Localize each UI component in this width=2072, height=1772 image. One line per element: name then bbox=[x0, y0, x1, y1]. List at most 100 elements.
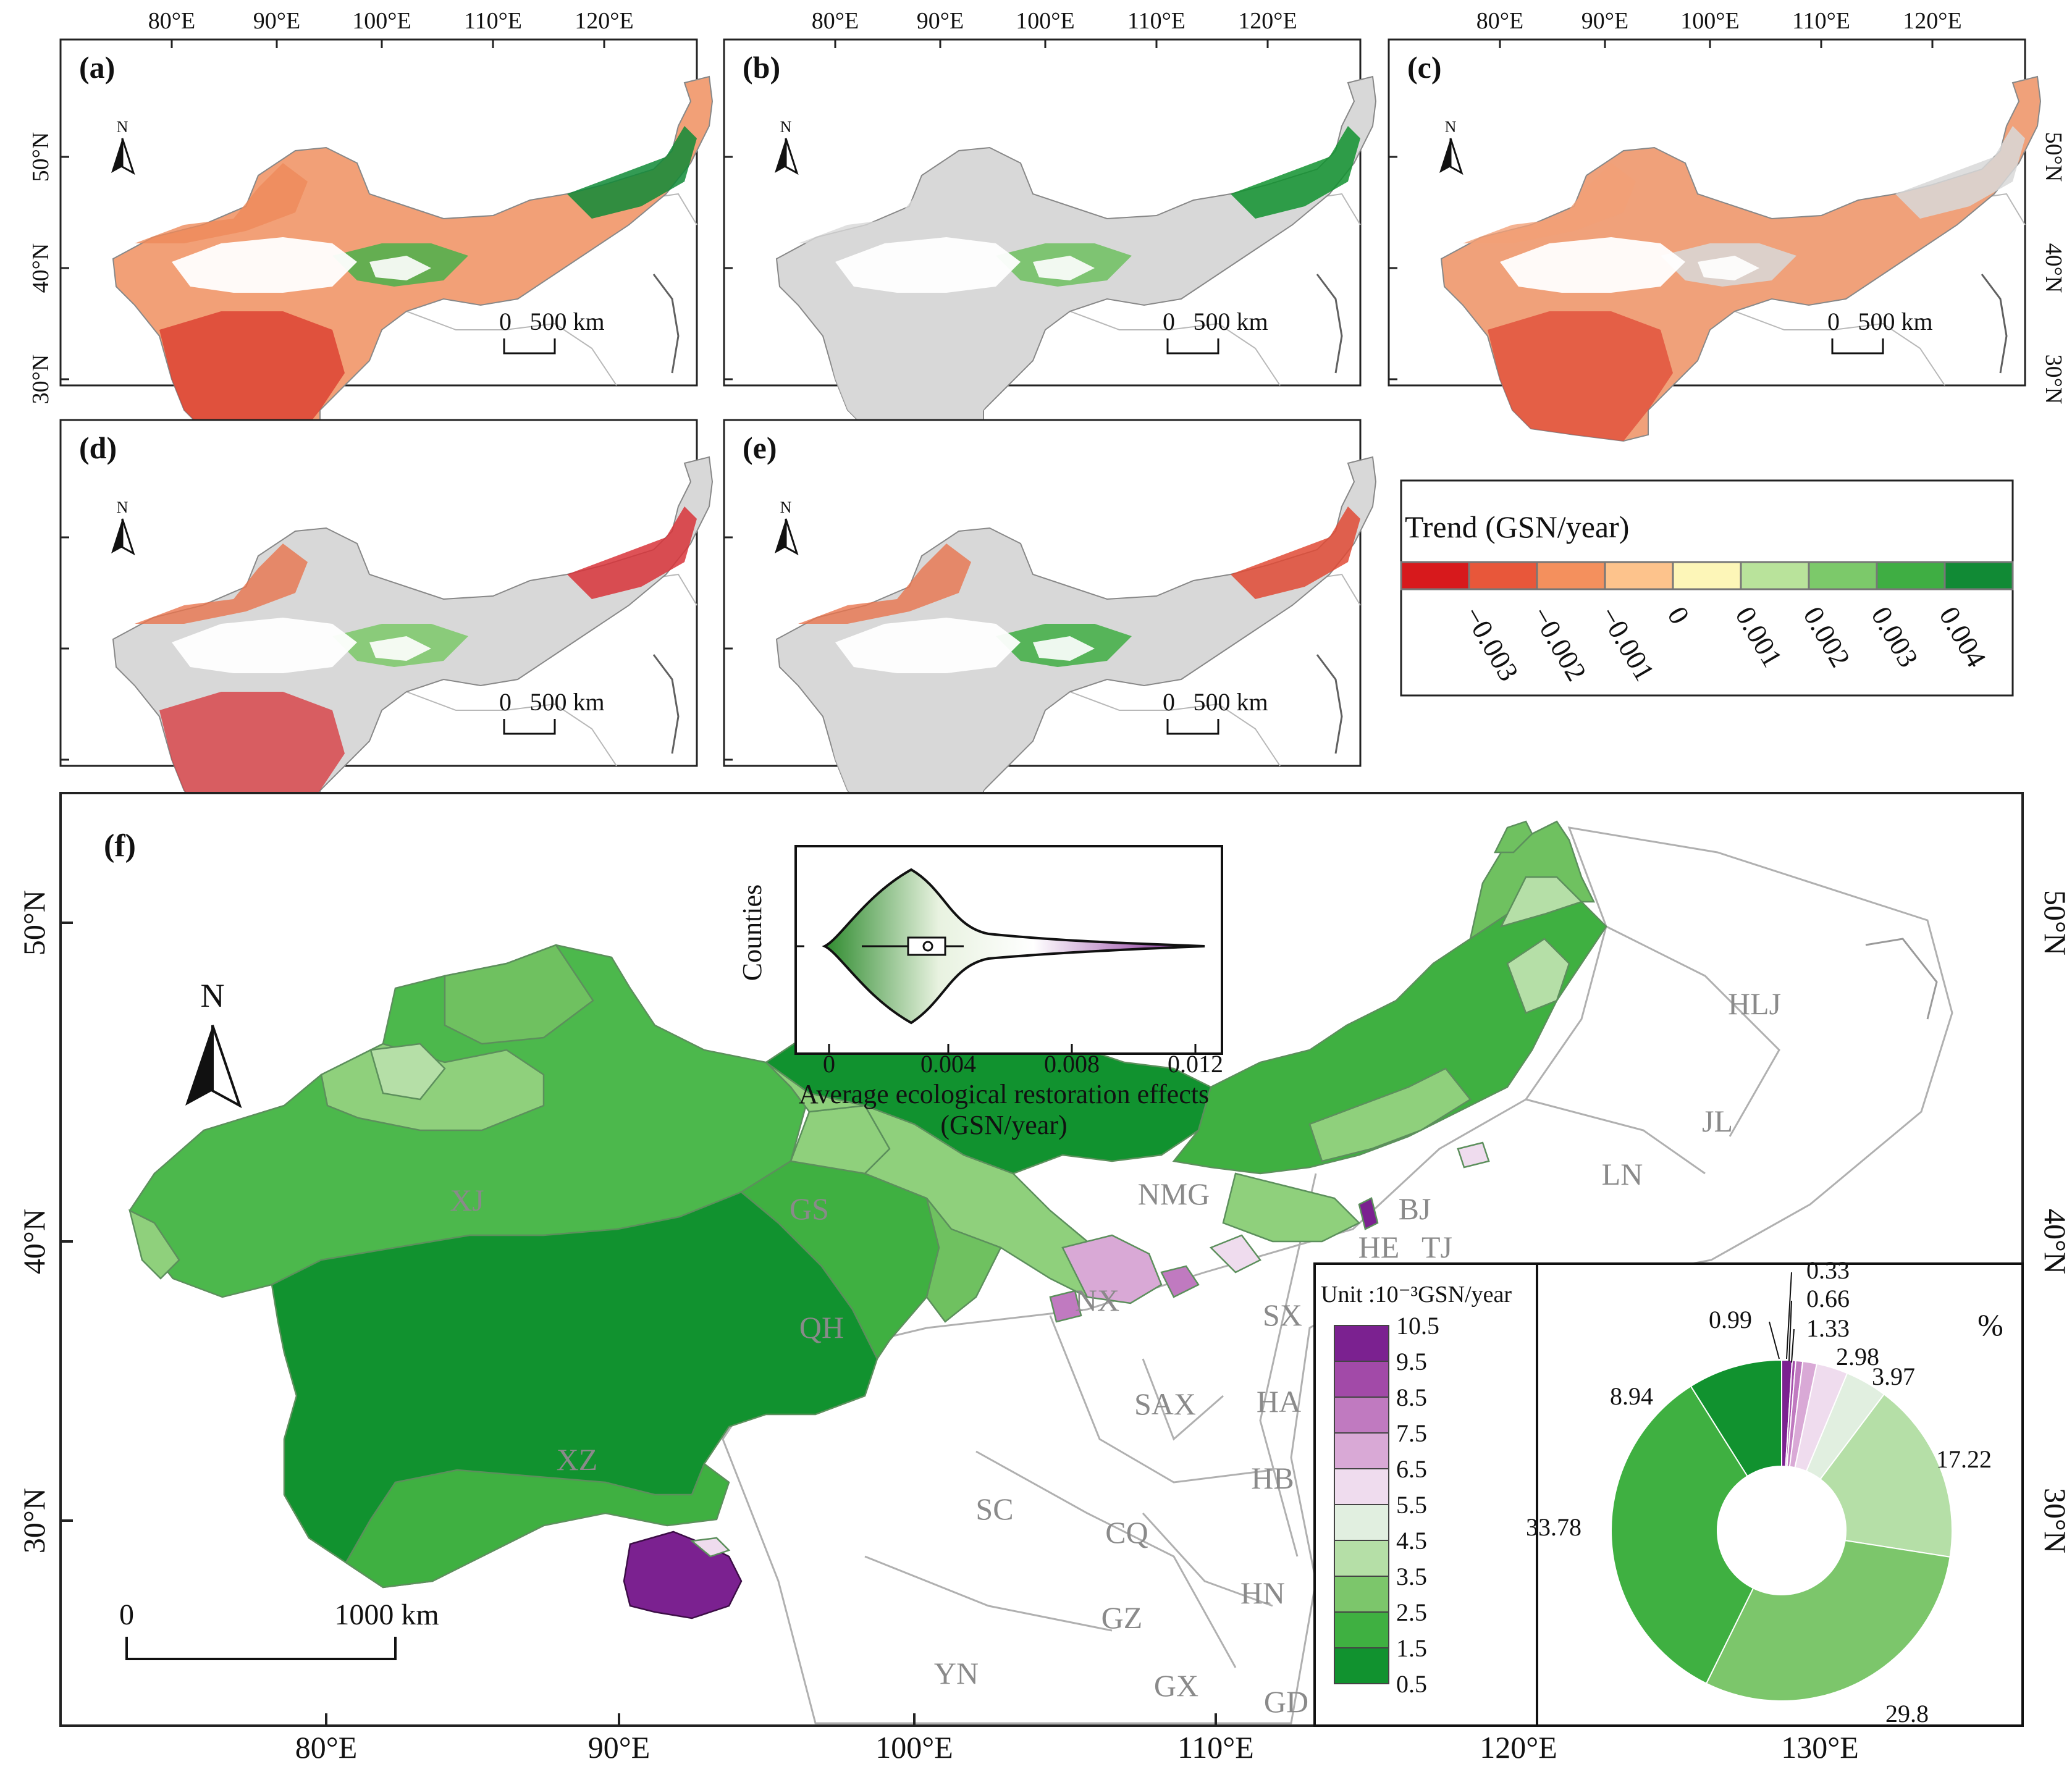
region-label-hn: HN bbox=[1240, 1576, 1285, 1610]
donut-value-label: 0.33 bbox=[1806, 1256, 1850, 1284]
lat-label-right: 30°N bbox=[2038, 1488, 2072, 1553]
desert-area bbox=[1698, 256, 1759, 280]
lon-label: 90°E bbox=[1581, 8, 1628, 34]
province-outline bbox=[1069, 311, 1281, 386]
scale-bar: 0 500 km bbox=[1163, 688, 1268, 735]
lon-label: 120°E bbox=[575, 8, 633, 34]
svg-text:500 km: 500 km bbox=[1193, 308, 1268, 335]
scale-bar: 0 500 km bbox=[1163, 308, 1268, 355]
svg-text:N: N bbox=[1445, 118, 1457, 136]
lat-label-left: 50°N bbox=[17, 890, 51, 955]
lon-label: 120°E bbox=[1238, 8, 1297, 34]
lat-label-right: 50°N bbox=[2038, 890, 2072, 955]
lon-label: 90°E bbox=[253, 8, 300, 34]
scale-bar: 0 500 km bbox=[499, 308, 605, 355]
class-swatch bbox=[1334, 1647, 1389, 1684]
class-label: 3.5 bbox=[1396, 1563, 1427, 1590]
region-label-bj: BJ bbox=[1399, 1191, 1431, 1226]
trend-patch-west bbox=[798, 544, 971, 624]
class-swatch bbox=[1334, 1504, 1389, 1541]
class-label: 6.5 bbox=[1396, 1455, 1427, 1483]
coastline bbox=[652, 274, 680, 374]
lon-label: 100°E bbox=[352, 8, 411, 34]
lon-label: 80°E bbox=[148, 8, 195, 34]
lat-label-left: 50°N bbox=[28, 132, 54, 182]
trend-patch-west bbox=[135, 163, 308, 243]
class-label: 2.5 bbox=[1396, 1598, 1427, 1626]
panel-label: (e) bbox=[743, 430, 777, 465]
region-label-ln: LN bbox=[1602, 1157, 1643, 1191]
panel-b: (b) N 0 500 km bbox=[723, 38, 1377, 442]
lon-label: 80°E bbox=[295, 1730, 358, 1765]
lon-label: 120°E bbox=[1480, 1730, 1557, 1765]
donut-value-label: 0.99 bbox=[1709, 1306, 1752, 1333]
panel-a: (a) N 0 500 km bbox=[59, 38, 714, 442]
trend-patch-northeast bbox=[1895, 126, 2025, 219]
region-label-gs: GS bbox=[790, 1191, 829, 1226]
class-label: 7.5 bbox=[1396, 1419, 1427, 1447]
svg-text:500 km: 500 km bbox=[529, 688, 604, 716]
trend-swatch bbox=[1808, 561, 1878, 590]
svg-text:N: N bbox=[117, 498, 128, 516]
donut-value-label: 3.97 bbox=[1872, 1363, 1915, 1390]
trend-patch-south bbox=[159, 692, 345, 821]
desert-area bbox=[1033, 636, 1095, 661]
donut-leader-line bbox=[1791, 1329, 1795, 1363]
region-label-sc: SC bbox=[975, 1492, 1013, 1526]
study-area bbox=[128, 820, 1607, 1619]
violin-median bbox=[922, 941, 933, 952]
donut-value-label: 17.22 bbox=[1936, 1445, 1992, 1473]
lon-label: 100°E bbox=[875, 1730, 953, 1765]
class-swatch bbox=[1334, 1468, 1389, 1505]
trend-patch-south bbox=[823, 311, 1008, 441]
donut-value-label: 8.94 bbox=[1610, 1382, 1653, 1410]
class-swatch bbox=[1334, 1361, 1389, 1398]
panel-label: (c) bbox=[1407, 50, 1442, 85]
region-label-gz: GZ bbox=[1101, 1600, 1143, 1635]
donut-value-label: 2.98 bbox=[1836, 1343, 1879, 1371]
trend-patch-south bbox=[1488, 311, 1673, 441]
donut-value-label: 0.66 bbox=[1806, 1285, 1850, 1312]
svg-text:0: 0 bbox=[1827, 308, 1840, 335]
trend-swatch bbox=[1468, 561, 1538, 590]
svg-text:N: N bbox=[117, 118, 128, 136]
violin-xtick-label: 0 bbox=[823, 1050, 835, 1078]
coastline bbox=[1981, 274, 2008, 374]
north-arrow-icon: N bbox=[185, 977, 242, 1109]
desert-area bbox=[369, 636, 431, 661]
class-swatch bbox=[1334, 1396, 1389, 1434]
panel-label: (a) bbox=[79, 50, 115, 85]
lat-label-right: 30°N bbox=[2040, 355, 2066, 405]
svg-text:0: 0 bbox=[499, 688, 512, 716]
donut-inset: % 0.99 0.330.661.332.983.97 17.22 29.8 33.78… bbox=[1526, 1256, 2024, 1728]
panel-label: (b) bbox=[743, 50, 780, 85]
class-label: 8.5 bbox=[1396, 1384, 1427, 1411]
panel-d: (d) N 0 500 km bbox=[59, 419, 714, 823]
lat-label-left: 30°N bbox=[17, 1488, 51, 1553]
desert-area bbox=[172, 618, 357, 673]
donut-slice bbox=[1705, 1539, 1951, 1702]
province-outline bbox=[1069, 691, 1281, 766]
main-lat-labels-left: 50°N 40°N 30°N bbox=[17, 890, 73, 1553]
violin-ylabel: Counties bbox=[737, 884, 767, 981]
class-label: 5.5 bbox=[1396, 1491, 1427, 1519]
trend-swatch bbox=[1672, 561, 1742, 590]
province-outline bbox=[1734, 311, 1945, 386]
lon-label: 110°E bbox=[464, 8, 522, 34]
lon-label: 80°E bbox=[812, 8, 859, 34]
svg-text:0: 0 bbox=[1163, 688, 1175, 716]
trend-patch-west bbox=[135, 544, 308, 624]
violin-box bbox=[907, 936, 946, 956]
svg-text:N: N bbox=[780, 498, 792, 516]
lat-label-right: 40°N bbox=[2040, 243, 2066, 293]
trend-swatch bbox=[1740, 561, 1810, 590]
svg-text:500 km: 500 km bbox=[1858, 308, 1932, 335]
trend-swatch bbox=[1876, 561, 1946, 590]
trend-patch-west bbox=[798, 163, 971, 243]
coastline bbox=[1316, 654, 1343, 754]
main-map-f: XJ XZ QH GS NMG NX BJ HE TJ HLJ JL LN SX SAX HA HB SC CQ G… bbox=[17, 792, 2072, 1765]
region-label-gx: GX bbox=[1154, 1668, 1198, 1703]
lat-label-left: 40°N bbox=[28, 243, 54, 293]
desert-area bbox=[835, 618, 1021, 673]
trend-legend: Trend (GSN/year) −0.003 −0.002 −0.001 0 0.00… bbox=[1400, 479, 2014, 697]
